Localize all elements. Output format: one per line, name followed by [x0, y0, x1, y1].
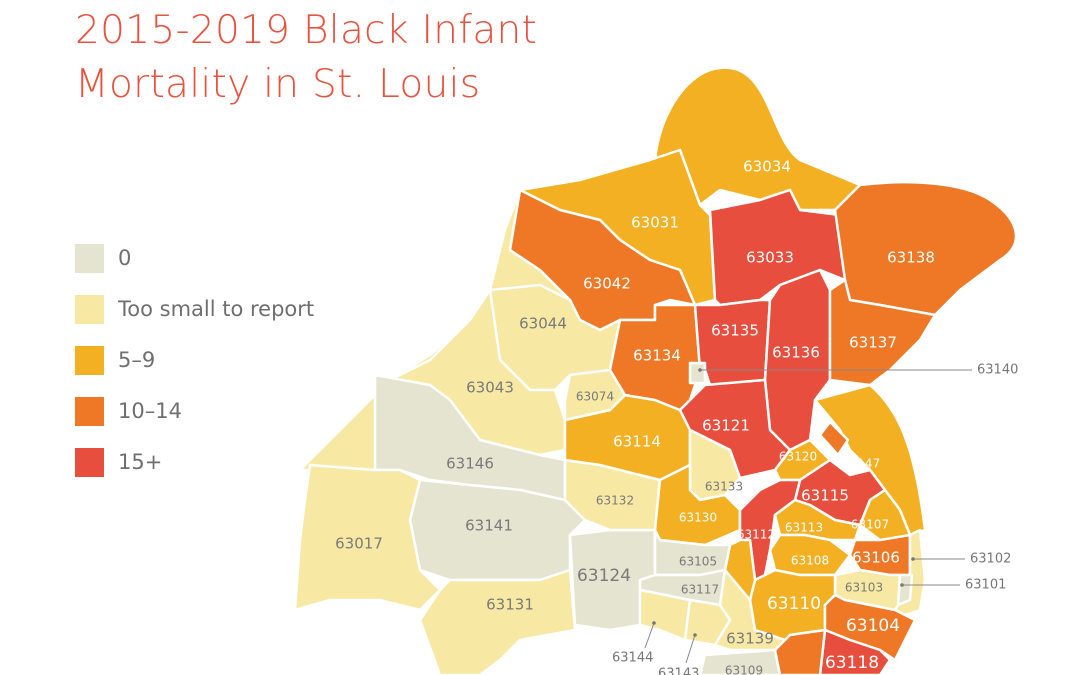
callout-label-63140: 63140 — [977, 363, 1018, 378]
area-south-city — [773, 628, 827, 675]
zip-label: 63136 — [772, 344, 820, 362]
zip-label: 63133 — [705, 480, 743, 494]
callout-label-63143: 63143 — [658, 667, 699, 675]
legend: 0 Too small to report 5–9 10–14 15+ — [75, 240, 314, 495]
legend-swatch — [75, 447, 104, 477]
callout-label-63144: 63144 — [612, 651, 653, 666]
zip-label: 63121 — [702, 417, 750, 435]
zip-label: 63118 — [825, 653, 879, 673]
callouts: 63140 63102 63101 63144 63143 — [612, 363, 1018, 675]
callout-dot — [652, 621, 656, 625]
zip-63109[interactable] — [698, 648, 782, 675]
zip-label: 63113 — [785, 521, 823, 535]
callout-label-63102: 63102 — [970, 552, 1011, 567]
legend-label: 15+ — [118, 450, 163, 474]
zip-label: 63137 — [849, 334, 897, 352]
legend-item-15-plus: 15+ — [75, 444, 314, 480]
legend-swatch — [75, 243, 104, 273]
zip-label: 63108 — [791, 554, 829, 568]
callout-line-63143 — [685, 634, 696, 664]
zip-63104[interactable] — [823, 593, 917, 662]
zip-63144[interactable] — [638, 588, 692, 642]
zip-63131[interactable] — [418, 568, 577, 675]
zip-label: 63103 — [845, 581, 883, 595]
zip-label: 63110 — [767, 594, 821, 614]
zip-label: 63120 — [779, 450, 817, 464]
zip-label: 63138 — [887, 249, 935, 267]
legend-label: 0 — [118, 246, 132, 270]
legend-item-zero: 0 — [75, 240, 314, 276]
legend-label: 5–9 — [118, 348, 156, 372]
zip-label: 63104 — [846, 616, 900, 636]
zip-label: 63141 — [465, 517, 513, 535]
zip-label: 63107 — [851, 518, 889, 532]
callout-dot — [911, 557, 915, 561]
zip-label: 63115 — [801, 487, 849, 505]
zip-63137[interactable] — [828, 278, 937, 387]
zip-label: 63044 — [519, 315, 567, 333]
zip-label: 63146 — [446, 455, 494, 473]
zip-label: 63139 — [726, 630, 774, 648]
zip-label: 63130 — [679, 511, 717, 525]
callout-dot — [900, 583, 904, 587]
legend-item-small: Too small to report — [75, 291, 314, 327]
zip-label: 63112 — [737, 528, 775, 542]
zip-label: 63042 — [583, 275, 631, 293]
callout-dot — [693, 633, 697, 637]
legend-label: Too small to report — [118, 297, 315, 321]
zip-label: 63043 — [466, 379, 514, 397]
zip-63034[interactable] — [653, 66, 862, 212]
legend-swatch — [75, 294, 104, 324]
zip-label: 63105 — [679, 555, 717, 569]
zip-labels: 63034 63031 63033 63138 63042 63044 6304… — [335, 158, 935, 675]
zip-label: 63114 — [613, 433, 661, 451]
zip-label: 63147 — [842, 457, 880, 471]
title-line-2: Mortality in St. Louis — [75, 62, 481, 107]
area-north-riverfront — [818, 420, 850, 457]
zip-label: 63124 — [577, 566, 631, 586]
callout-line-63144 — [644, 622, 655, 649]
zip-label: 63074 — [576, 390, 614, 404]
zip-label: 63109 — [725, 664, 763, 675]
zip-label: 63132 — [596, 494, 634, 508]
legend-swatch — [75, 396, 104, 426]
zip-label: 63134 — [633, 347, 681, 365]
zip-label: 63034 — [743, 158, 791, 176]
callout-dot — [698, 368, 702, 372]
legend-item-5-9: 5–9 — [75, 342, 314, 378]
zip-label: 63031 — [631, 214, 679, 232]
zip-label: 63033 — [746, 249, 794, 267]
legend-label: 10–14 — [118, 399, 182, 423]
zip-63118[interactable] — [818, 628, 892, 675]
zip-63017[interactable] — [293, 463, 442, 612]
zip-label: 63117 — [681, 583, 719, 597]
callout-label-63101: 63101 — [965, 578, 1006, 593]
zip-63140[interactable] — [688, 361, 707, 385]
zip-label: 63135 — [711, 322, 759, 340]
legend-swatch — [75, 345, 104, 375]
title-line-1: 2015-2019 Black Infant — [75, 8, 538, 53]
map-title: 2015-2019 Black Infant Mortality in St. … — [75, 4, 537, 112]
zip-label: 63131 — [486, 596, 534, 614]
zip-63138[interactable] — [833, 180, 1018, 317]
zip-label: 63017 — [335, 535, 383, 553]
zip-label: 63106 — [852, 549, 900, 567]
legend-item-10-14: 10–14 — [75, 393, 314, 429]
